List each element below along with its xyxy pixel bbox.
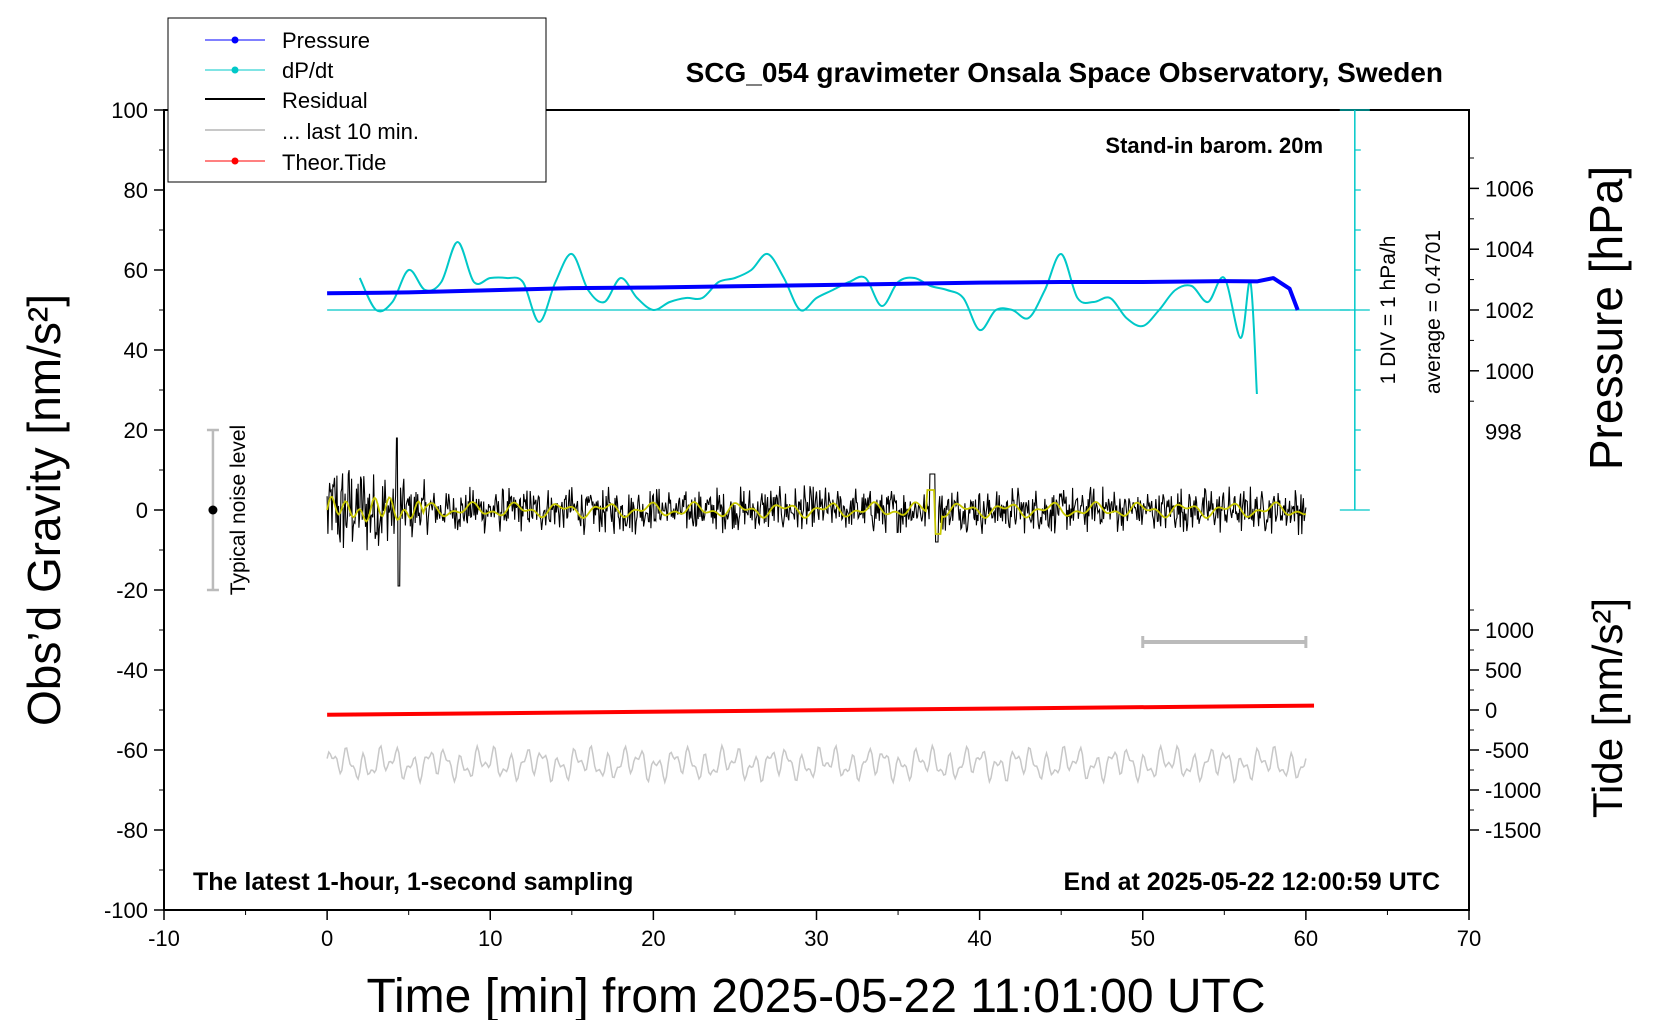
y-axis-label-left: Obs’d Gravity [nm/s²] [18, 294, 70, 726]
tide-tick-label: -1000 [1485, 778, 1541, 803]
end-note: End at 2025-05-22 12:00:59 UTC [1063, 868, 1440, 896]
tide-tick-label: -1500 [1485, 818, 1541, 843]
legend-entry-dpdt: dP/dt [205, 58, 333, 83]
legend-entry-residual: Residual [205, 88, 368, 113]
y-axis-label-tide: Tide [nm/s²] [1584, 598, 1631, 818]
noise-note: Typical noise level [227, 425, 250, 595]
chart-title: SCG_054 gravimeter Onsala Space Observat… [686, 57, 1443, 88]
x-axis-label: Time [min] from 2025-05-22 11:01:00 UTC [366, 970, 1265, 1020]
series-pressure [327, 276, 1300, 311]
x-tick-label: 60 [1294, 926, 1318, 951]
y-axis-left: 100 80 60 40 20 0 -20 -40 -60 -80 -100 [104, 98, 164, 923]
legend-label-tide: Theor.Tide [282, 150, 386, 175]
tide-tick-label: 500 [1485, 658, 1522, 683]
x-tick-label: 40 [967, 926, 991, 951]
x-tick-label: 20 [641, 926, 665, 951]
tide-tick-label: 1000 [1485, 618, 1534, 643]
pressure-tick-label: 1004 [1485, 237, 1534, 262]
pressure-tick-label: 998 [1485, 420, 1522, 445]
noise-bar-dot [208, 505, 218, 515]
series-theor-tide [327, 703, 1315, 717]
series-layer [326, 240, 1315, 786]
tide-tick-label: -500 [1485, 738, 1529, 763]
x-tick-label: 70 [1457, 926, 1481, 951]
y-tick-label: -60 [116, 738, 148, 763]
y-axis-label-pressure: Pressure [hPa] [1580, 166, 1632, 470]
y-tick-label: -80 [116, 818, 148, 843]
legend-entry-tide: Theor.Tide [205, 150, 386, 175]
legend-label-last10: ... last 10 min. [282, 119, 419, 144]
series-last-10-min [326, 742, 1307, 786]
y-tick-label: 80 [124, 178, 148, 203]
noise-layer [206, 428, 219, 592]
y-tick-label: 40 [124, 338, 148, 363]
x-tick-label: 10 [478, 926, 502, 951]
legend: Pressure dP/dt Residual ... last 10 min.… [167, 17, 547, 183]
legend-entry-pressure: Pressure [205, 28, 370, 53]
legend-entry-last10: ... last 10 min. [205, 119, 419, 144]
x-tick-label: 30 [804, 926, 828, 951]
pressure-tick-label: 1006 [1485, 176, 1534, 201]
y-tick-label: 100 [111, 98, 148, 123]
legend-label-pressure: Pressure [282, 28, 370, 53]
y-tick-label: -40 [116, 658, 148, 683]
average-note: average = 0.4701 [1422, 230, 1445, 394]
y-tick-label: 20 [124, 418, 148, 443]
y-tick-label: -20 [116, 578, 148, 603]
x-tick-label: 50 [1131, 926, 1155, 951]
pressure-tick-label: 1002 [1485, 298, 1534, 323]
barometer-note: Stand-in barom. 20m [1105, 133, 1323, 158]
x-tick-label: 0 [321, 926, 333, 951]
tide-tick-label: 0 [1485, 698, 1497, 723]
pressure-tick-label: 1000 [1485, 359, 1534, 384]
y-tick-label: -100 [104, 898, 148, 923]
pressure-axis: 1006 1004 1002 1000 998 [1469, 157, 1534, 445]
y-tick-label: 0 [136, 498, 148, 523]
legend-label-residual: Residual [282, 88, 368, 113]
legend-label-dpdt: dP/dt [282, 58, 333, 83]
tide-axis: 1000 500 0 -500 -1000 -1500 [1469, 609, 1541, 843]
div-note: 1 DIV = 1 hPa/h [1377, 236, 1400, 385]
series-residual [326, 437, 1307, 587]
dpdt-div-axis [327, 109, 1370, 511]
y-tick-label: 60 [124, 258, 148, 283]
series-residual-smoothed [326, 489, 1307, 535]
latest-note: The latest 1-hour, 1-second sampling [193, 868, 633, 896]
x-tick-label: -10 [148, 926, 180, 951]
series-dpdt [358, 240, 1258, 395]
x-axis: -10 0 10 20 30 40 50 60 70 [148, 910, 1481, 951]
